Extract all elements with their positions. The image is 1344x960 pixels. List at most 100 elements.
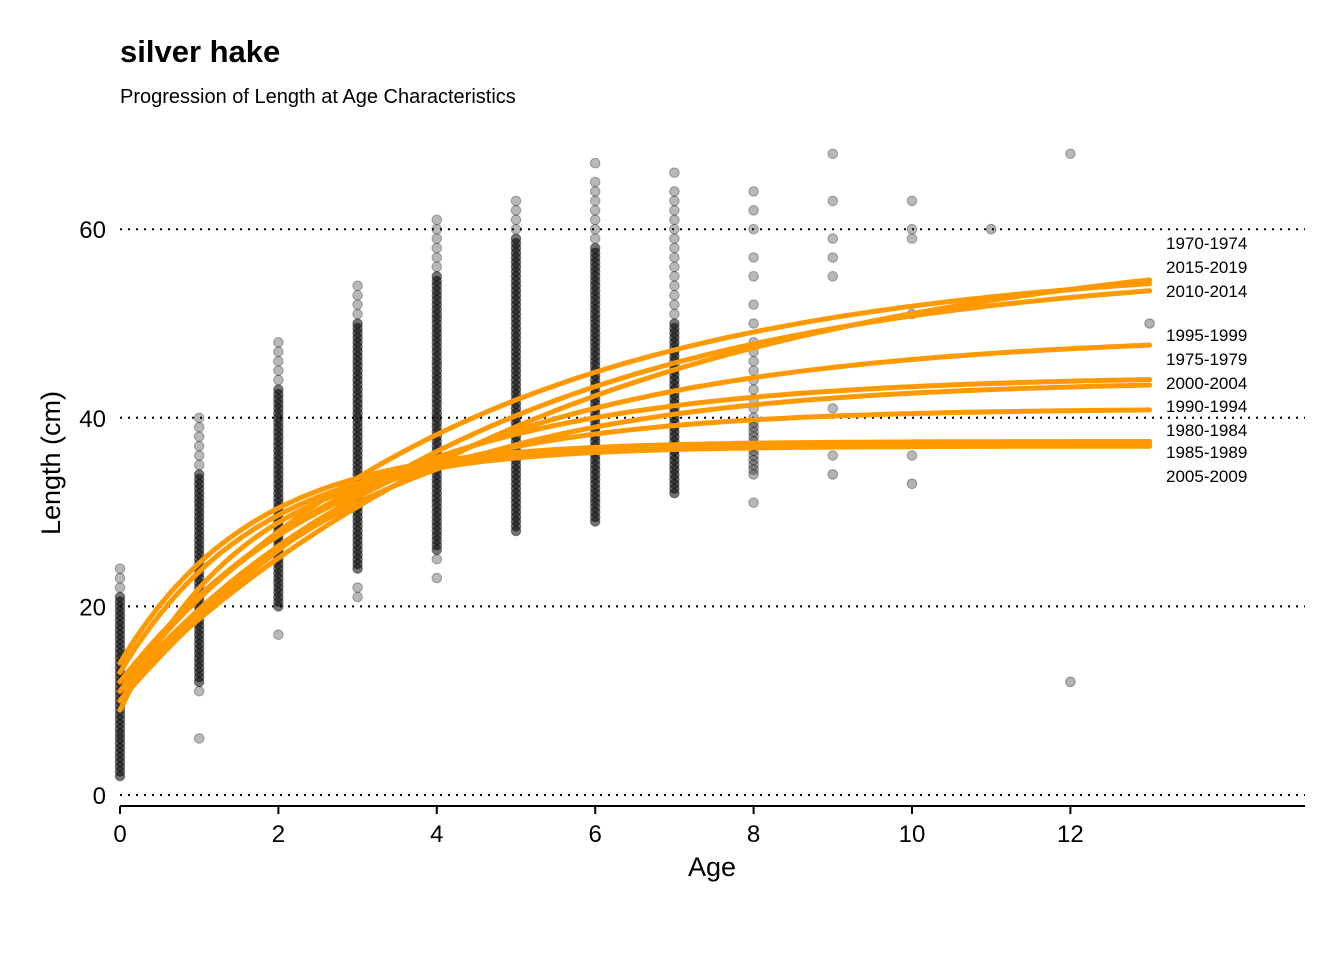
growth-curve <box>117 443 1153 713</box>
data-point <box>748 186 759 197</box>
data-point <box>114 563 126 574</box>
data-point <box>193 440 205 452</box>
data-point <box>906 233 918 244</box>
x-tick-label: 12 <box>1057 821 1084 848</box>
data-point <box>748 459 759 471</box>
data-point <box>589 157 601 169</box>
data-point <box>510 233 522 244</box>
data-point <box>352 582 363 593</box>
data-point <box>669 271 680 282</box>
x-ticks: 0 2 4 6 8 10 12 <box>113 806 1084 848</box>
series-label: 1990-1994 <box>1166 397 1247 416</box>
data-point <box>669 289 680 301</box>
y-tick-label: 60 <box>79 217 106 244</box>
data-point <box>589 195 601 207</box>
data-point <box>906 450 918 461</box>
series-label: 1980-1984 <box>1166 421 1247 440</box>
data-point <box>669 223 680 235</box>
growth-curves <box>117 277 1153 713</box>
data-point <box>431 271 443 282</box>
data-point <box>827 233 839 244</box>
data-point <box>273 365 284 376</box>
x-tick-label: 4 <box>430 821 443 848</box>
data-point <box>431 572 443 584</box>
data-point <box>1144 318 1155 329</box>
series-label: 2000-2004 <box>1166 374 1247 393</box>
age-length-points <box>114 148 1155 782</box>
data-point <box>827 450 839 461</box>
data-point <box>748 252 759 263</box>
data-point <box>1065 148 1076 160</box>
data-point <box>748 365 759 376</box>
data-point <box>669 318 680 329</box>
data-point <box>193 421 205 433</box>
data-point <box>827 271 839 282</box>
data-point <box>748 223 759 235</box>
y-tick-label: 0 <box>93 783 106 810</box>
data-point <box>193 412 205 424</box>
data-point <box>1065 676 1076 688</box>
data-point <box>669 186 680 197</box>
data-point <box>669 261 680 273</box>
data-point <box>589 242 601 254</box>
growth-curve <box>117 277 1153 694</box>
data-point <box>431 223 443 235</box>
data-point <box>114 582 126 593</box>
data-point <box>748 384 759 395</box>
data-point <box>431 261 443 273</box>
data-point <box>352 280 363 292</box>
data-point <box>748 299 759 310</box>
data-point <box>510 205 522 216</box>
y-tick-label: 40 <box>79 406 106 433</box>
data-point <box>827 195 839 207</box>
data-point <box>669 205 680 216</box>
data-point <box>352 591 363 603</box>
data-point <box>669 242 680 254</box>
data-point <box>589 214 601 226</box>
data-point <box>827 403 839 414</box>
series-labels: 1970-1974 2015-2019 2010-2014 1995-1999 1975… <box>1166 234 1247 486</box>
series-label: 2015-2019 <box>1166 258 1247 277</box>
data-point <box>273 374 284 386</box>
data-point <box>669 233 680 244</box>
data-point <box>589 186 601 197</box>
data-point <box>748 450 759 461</box>
y-ticks: 0 20 40 60 <box>79 217 106 810</box>
data-point <box>193 685 205 697</box>
series-label: 2005-2009 <box>1166 467 1247 486</box>
data-point <box>906 223 918 235</box>
data-point <box>273 337 284 348</box>
growth-curve <box>117 281 1153 685</box>
data-point <box>748 271 759 282</box>
data-point <box>906 478 918 490</box>
data-point <box>827 252 839 263</box>
data-point <box>906 195 918 207</box>
chart-title: silver hake <box>120 34 281 69</box>
data-point <box>273 629 284 640</box>
data-point <box>669 195 680 207</box>
data-point <box>352 308 363 320</box>
chart-subtitle: Progression of Length at Age Characteris… <box>120 86 516 108</box>
data-point <box>748 421 759 433</box>
data-point <box>589 176 601 188</box>
data-point <box>431 252 443 263</box>
x-tick-label: 6 <box>589 821 602 848</box>
data-point <box>273 384 284 395</box>
data-point <box>352 318 363 329</box>
data-point <box>431 233 443 244</box>
data-point <box>748 464 759 475</box>
series-label: 1970-1974 <box>1166 234 1247 253</box>
y-tick-label: 20 <box>79 594 106 621</box>
growth-curve <box>117 407 1153 694</box>
x-tick-label: 10 <box>899 821 926 848</box>
data-point <box>193 733 205 744</box>
data-point <box>273 346 284 358</box>
x-tick-label: 0 <box>113 821 126 848</box>
gridlines <box>120 228 1305 796</box>
y-axis-label: Length (cm) <box>36 391 66 535</box>
data-point <box>114 591 126 603</box>
growth-curve <box>117 342 1153 694</box>
data-point <box>748 205 759 216</box>
data-point <box>431 214 443 226</box>
